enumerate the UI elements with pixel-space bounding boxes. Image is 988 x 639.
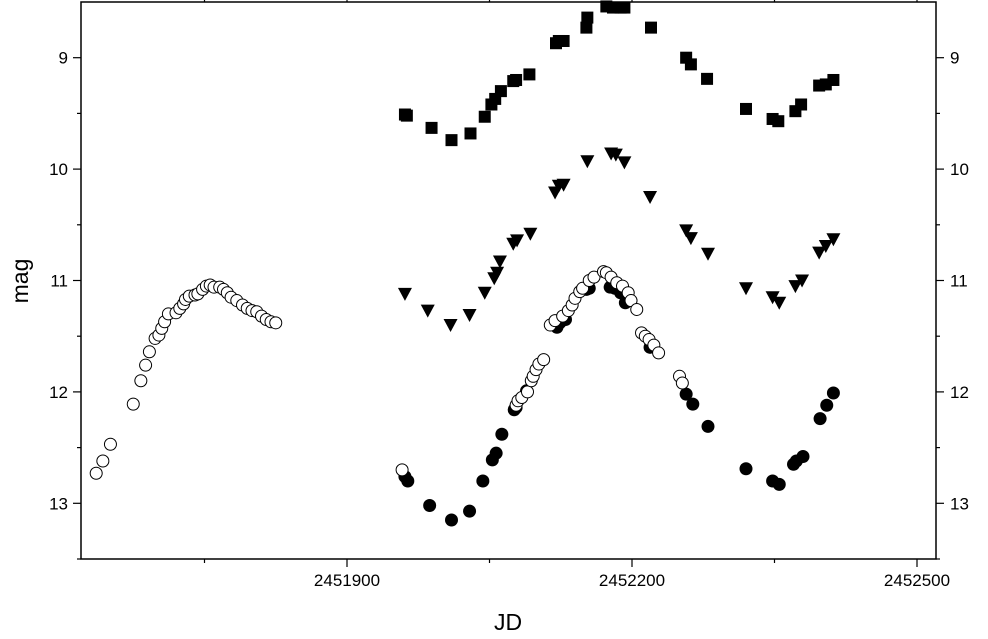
y-left-tick-label: 9 — [59, 49, 68, 68]
tick-labels: 2451900 2452200 2452500 9 9 10 10 11 11 12 12 13 13 — [49, 49, 969, 590]
data-point-filled-circle — [814, 412, 827, 425]
y-left-tick-label: 11 — [50, 272, 68, 291]
data-point-open-circle — [140, 359, 152, 371]
y-left-tick-label: 13 — [49, 494, 68, 513]
data-point-filled-circle — [686, 398, 699, 411]
data-point-triangle — [398, 288, 412, 301]
data-point-triangle — [523, 228, 537, 241]
data-point-filled-circle — [495, 428, 508, 441]
data-point-square — [795, 98, 807, 110]
data-point-square — [446, 134, 458, 146]
y-right-tick-label: 11 — [950, 272, 968, 291]
data-point-filled-circle — [797, 450, 810, 463]
data-point-square — [581, 12, 593, 24]
data-point-square — [465, 127, 477, 139]
data-point-square — [495, 85, 507, 97]
y-right-tick-label: 10 — [950, 160, 969, 179]
y-left-tick-label: 10 — [49, 160, 68, 179]
y-axis-title: mag — [7, 259, 33, 304]
data-point-filled-circle — [702, 420, 715, 433]
data-point-triangle — [478, 287, 492, 300]
data-point-square — [426, 122, 438, 134]
data-point-square — [479, 111, 491, 123]
data-point-triangle — [772, 297, 786, 310]
data-point-triangle — [444, 319, 458, 332]
data-point-square — [523, 68, 535, 80]
data-point-open-circle — [135, 375, 147, 387]
data-point-open-circle — [90, 467, 102, 479]
data-point-filled-circle — [490, 447, 503, 460]
data-point-open-circle — [522, 386, 534, 398]
data-point-square — [401, 110, 413, 122]
data-point-triangle — [617, 156, 631, 169]
data-point-open-circle — [631, 303, 643, 315]
data-point-open-circle — [653, 347, 665, 359]
x-tick-label: 2452200 — [599, 571, 665, 590]
data-point-open-circle — [127, 398, 139, 410]
data-point-filled-circle — [463, 505, 476, 518]
data-point-open-circle — [676, 377, 688, 389]
y-left-tick-label: 12 — [49, 383, 68, 402]
data-point-open-circle — [396, 464, 408, 476]
data-point-square — [618, 2, 630, 14]
data-point-filled-circle — [401, 475, 414, 488]
series-square-filled — [399, 0, 839, 146]
data-point-open-circle — [97, 455, 109, 467]
data-point-square — [827, 74, 839, 86]
data-point-triangle — [421, 305, 435, 318]
data-point-open-circle — [270, 317, 282, 329]
data-point-open-circle — [538, 354, 550, 366]
data-point-triangle — [493, 256, 507, 269]
x-tick-label: 2452500 — [884, 571, 950, 590]
data-point-square — [701, 73, 713, 85]
y-right-tick-label: 13 — [950, 494, 969, 513]
data-point-triangle — [580, 155, 594, 168]
data-point-square — [645, 22, 657, 34]
data-point-square — [740, 103, 752, 115]
series-circle-filled — [398, 281, 839, 527]
data-point-filled-circle — [423, 499, 436, 512]
data-point-square — [772, 115, 784, 127]
data-point-triangle — [643, 191, 657, 204]
data-point-triangle — [684, 232, 698, 245]
x-axis-title: JD — [494, 609, 522, 635]
data-markers — [90, 0, 840, 526]
data-point-square — [558, 35, 570, 47]
data-point-square — [685, 58, 697, 70]
data-point-filled-circle — [827, 387, 840, 400]
data-point-filled-circle — [820, 399, 833, 412]
data-point-triangle — [463, 309, 477, 322]
data-point-filled-circle — [773, 478, 786, 491]
data-point-open-circle — [104, 438, 116, 450]
series-circle-open — [90, 266, 688, 480]
data-point-square — [510, 74, 522, 86]
data-point-filled-circle — [445, 514, 458, 527]
x-tick-label: 2451900 — [314, 571, 380, 590]
data-point-open-circle — [143, 346, 155, 358]
data-point-triangle — [701, 248, 715, 261]
y-right-tick-label: 12 — [950, 383, 969, 402]
data-point-filled-circle — [740, 462, 753, 475]
y-right-tick-label: 9 — [950, 49, 959, 68]
data-point-filled-circle — [476, 475, 489, 488]
data-point-triangle — [739, 282, 753, 295]
